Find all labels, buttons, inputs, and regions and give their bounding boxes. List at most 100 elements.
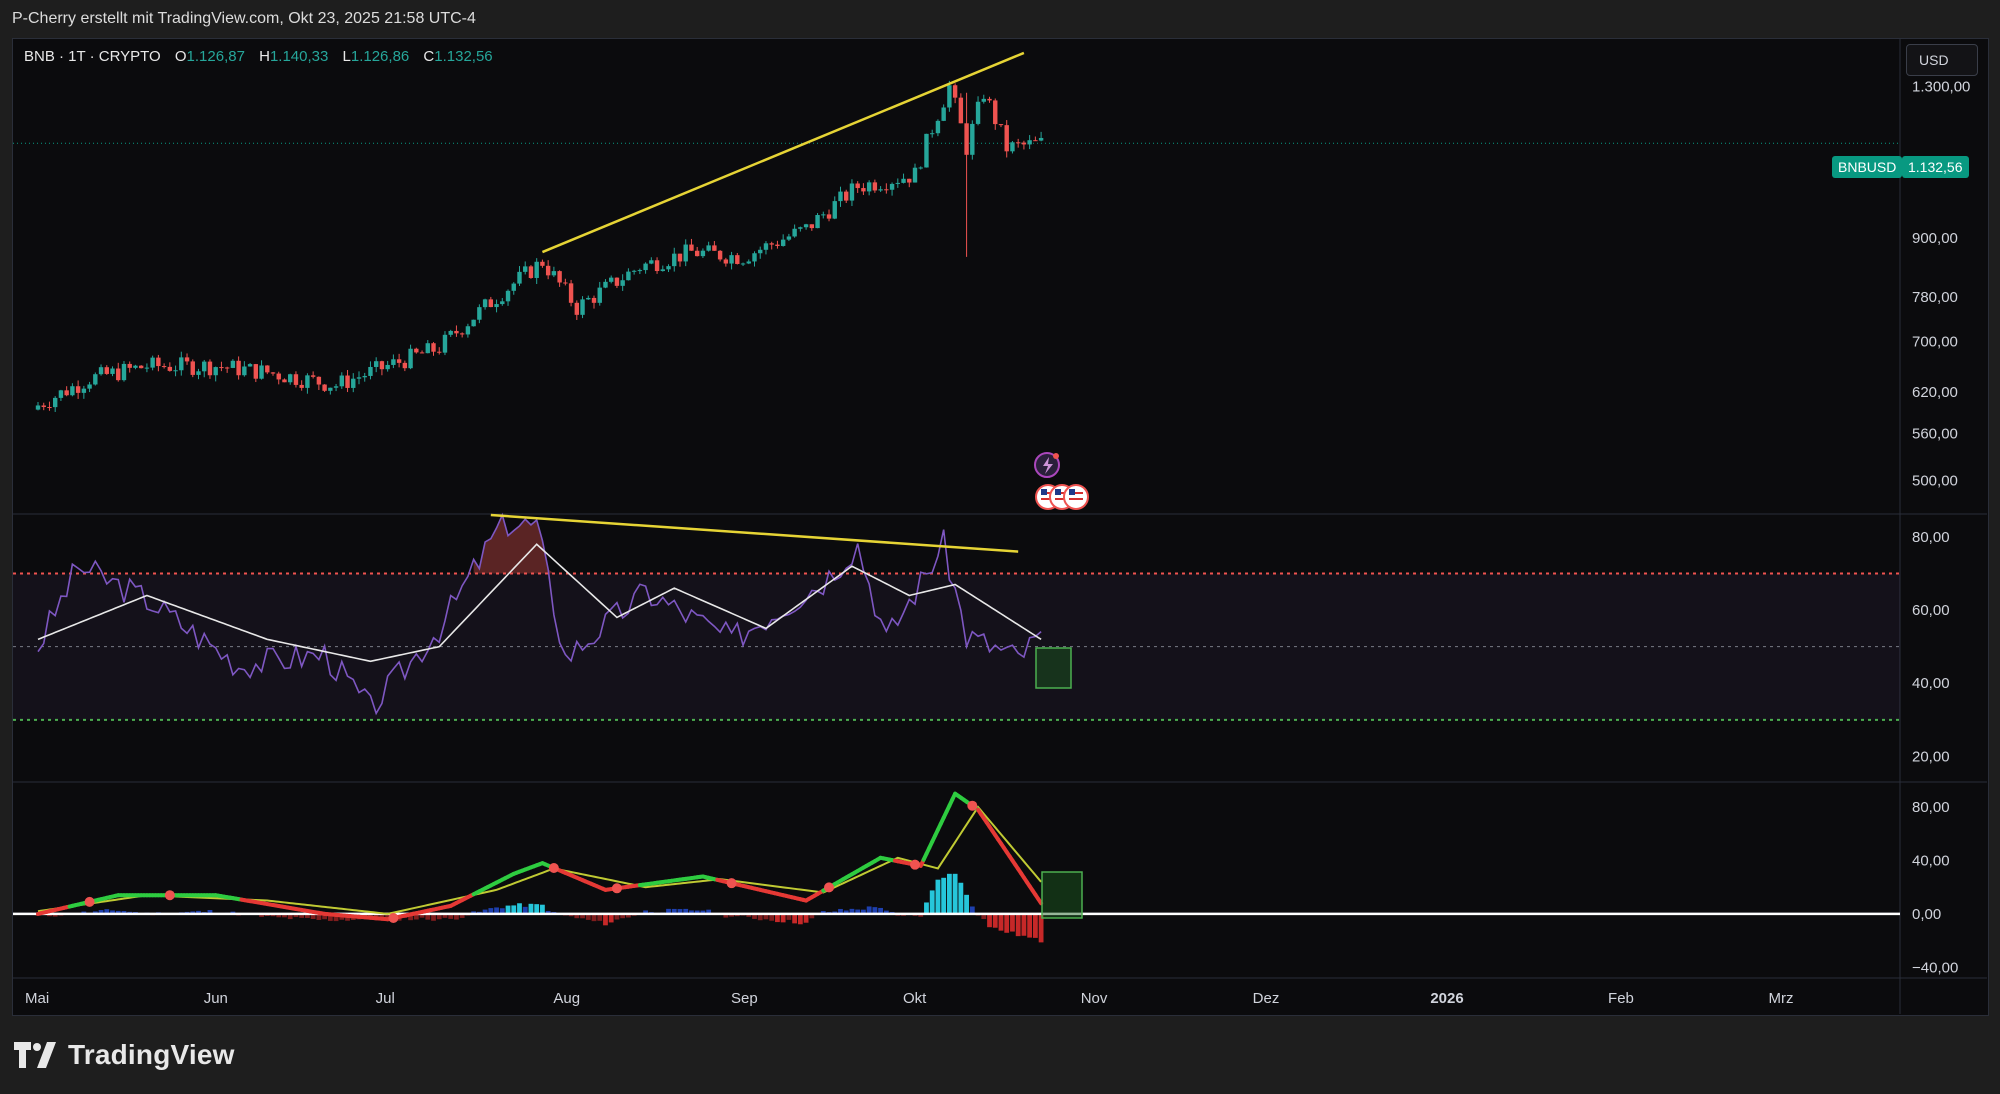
- candle-body: [328, 387, 333, 391]
- candle-body: [580, 299, 585, 315]
- cross-dot: [548, 862, 559, 873]
- histogram-bar: [746, 913, 752, 917]
- time-axis-label: Sep: [731, 990, 758, 1007]
- candle-body: [202, 361, 207, 372]
- candle-body: [769, 243, 774, 245]
- candle-body: [465, 326, 471, 335]
- candle-body: [52, 397, 58, 408]
- candle-body: [270, 372, 276, 374]
- histogram-bar: [964, 894, 969, 914]
- candle-body: [1021, 142, 1027, 145]
- histogram-bar: [1010, 913, 1015, 932]
- candle-body: [81, 388, 87, 393]
- candle-body: [528, 266, 534, 278]
- candle-body: [219, 367, 224, 369]
- candle-body: [975, 101, 981, 124]
- time-axis-label: Dez: [1253, 990, 1280, 1007]
- histogram-bar: [803, 913, 809, 923]
- histogram-bar: [419, 913, 425, 918]
- candle-body: [540, 261, 545, 266]
- rsi-overbought-fill: [473, 515, 566, 574]
- candle-body: [947, 85, 952, 108]
- price-axis-label: 900,00: [1912, 230, 1958, 247]
- tradingview-logo[interactable]: TradingView: [14, 1038, 235, 1072]
- histogram-bar: [700, 910, 706, 914]
- symbol-label[interactable]: BNB · 1T · CRYPTO: [24, 48, 161, 65]
- histogram-bar: [1015, 913, 1021, 937]
- candle-body: [551, 271, 557, 276]
- histogram-bar: [305, 913, 310, 918]
- currency-button[interactable]: USD: [1906, 44, 1978, 76]
- histogram-bar: [786, 913, 792, 920]
- candle-body: [310, 375, 316, 377]
- candle-body: [752, 253, 757, 262]
- candle-body: [494, 304, 499, 308]
- symbol-tag: BNBUSD: [1832, 156, 1903, 178]
- candle-body: [545, 265, 551, 276]
- top-bar: P-Cherry erstellt mit TradingView.com, O…: [0, 0, 2000, 38]
- candle-body: [809, 224, 815, 229]
- candle-body: [442, 334, 448, 353]
- candle-body: [1004, 125, 1009, 152]
- candle-body: [110, 368, 115, 374]
- candle-body: [230, 360, 236, 368]
- histogram-bar: [843, 910, 849, 914]
- time-axis-label: Jun: [204, 990, 228, 1007]
- last-price-tag: 1.132,56: [1902, 156, 1969, 178]
- candle-body: [987, 98, 992, 101]
- histogram-bar: [775, 913, 780, 923]
- candle-body: [276, 373, 281, 380]
- histogram-bar: [792, 913, 798, 924]
- candle-body: [712, 245, 717, 251]
- candle-body: [144, 367, 150, 369]
- close-value: 1.132,56: [434, 48, 493, 65]
- candle-body: [763, 243, 769, 250]
- histogram-bar: [385, 913, 391, 918]
- price-axis-label: 1.300,00: [1912, 78, 1970, 95]
- rsi-axis-label: 40,00: [1912, 675, 1950, 692]
- candle-body: [58, 390, 64, 398]
- candle-body: [895, 182, 901, 184]
- histogram-bar: [958, 882, 964, 914]
- histogram-bar: [683, 908, 689, 914]
- candle-body: [746, 261, 751, 264]
- histogram-bar: [121, 911, 127, 914]
- candle-body: [35, 405, 41, 410]
- histogram-bar: [620, 913, 626, 919]
- candle-body: [127, 363, 132, 368]
- candle-body: [196, 371, 201, 375]
- histogram-bar: [333, 913, 339, 922]
- event-dot-icon: [1053, 453, 1059, 459]
- cross-dot: [164, 890, 175, 901]
- candle-body: [861, 188, 866, 192]
- us-flag-canton-icon: [1069, 489, 1075, 495]
- candle-body: [643, 263, 648, 271]
- histogram-bar: [855, 909, 861, 914]
- histogram-bar: [1032, 913, 1038, 938]
- candle-body: [408, 348, 413, 369]
- histogram-bar: [614, 913, 620, 920]
- candle-body: [385, 364, 390, 370]
- histogram-bar: [935, 879, 941, 914]
- candle-body: [666, 266, 671, 270]
- candle-body: [998, 124, 1004, 126]
- histogram-bar: [282, 913, 287, 918]
- candle-body: [116, 368, 121, 381]
- candle-body: [396, 359, 402, 363]
- price-trendline: [541, 51, 1025, 254]
- candle-body: [586, 297, 591, 300]
- candle-body: [299, 384, 304, 388]
- histogram-bar: [92, 911, 98, 914]
- us-flag-stripe-icon: [1069, 498, 1083, 500]
- histogram-bar: [448, 913, 454, 919]
- candle-body: [706, 245, 711, 251]
- candle-body: [826, 214, 832, 219]
- candle-body: [649, 260, 654, 264]
- candle-body: [150, 357, 155, 368]
- histogram-bar: [517, 903, 522, 914]
- candle-body: [918, 167, 923, 169]
- candle-body: [402, 362, 408, 369]
- candle-body: [889, 183, 895, 190]
- candle-body: [981, 98, 986, 102]
